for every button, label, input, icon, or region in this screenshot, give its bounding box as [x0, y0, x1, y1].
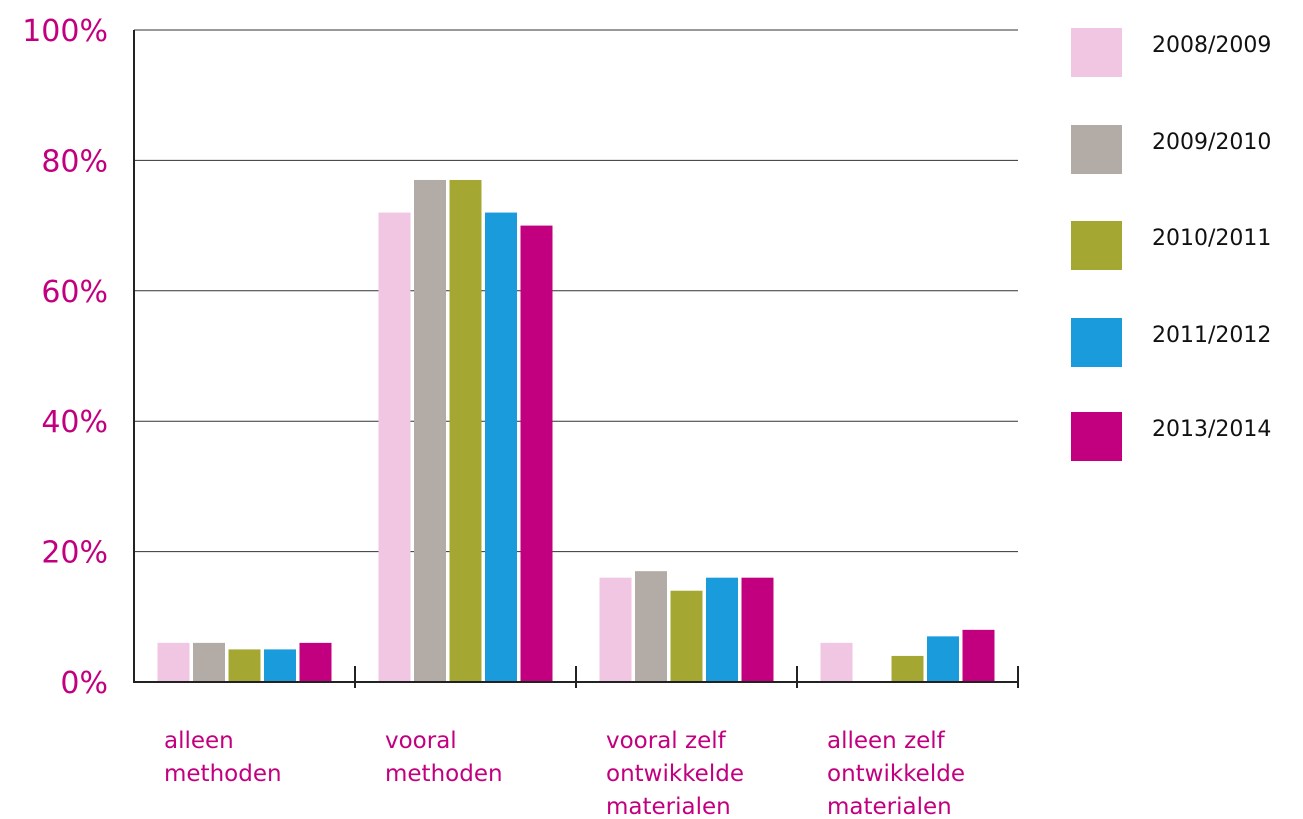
legend-swatch [1071, 412, 1122, 461]
bar [706, 577, 738, 682]
x-category-label: materialen [606, 794, 731, 819]
y-tick-label: 80% [41, 144, 108, 179]
legend-swatch [1071, 318, 1122, 367]
bar [891, 655, 924, 682]
bar [670, 590, 703, 682]
bar [449, 179, 482, 682]
bar [193, 642, 225, 682]
x-category-label: vooral [385, 728, 457, 754]
legend: 2008/2009 2009/2010 2010/2011 2011/2012 2013… [1071, 28, 1271, 461]
bar [962, 629, 995, 682]
bars [157, 179, 995, 682]
gridlines [134, 29, 1018, 553]
bar [264, 649, 296, 682]
x-category-label: ontwikkelde [606, 761, 744, 787]
x-category-label: methoden [385, 761, 503, 787]
bar [414, 179, 446, 682]
category-labels: alleen methoden vooral methoden vooral zelf o… [164, 728, 965, 819]
x-category-label: methoden [164, 761, 282, 787]
bar [741, 577, 774, 682]
legend-swatch [1071, 28, 1122, 77]
bar [378, 212, 411, 682]
y-tick-label: 60% [41, 275, 108, 310]
bar [485, 212, 517, 682]
x-category-label: materialen [827, 794, 952, 819]
bar [599, 577, 632, 682]
x-category-label: ontwikkelde [827, 761, 965, 787]
x-category-label: vooral zelf [606, 728, 727, 754]
legend-swatch [1071, 125, 1122, 174]
legend-label: 2010/2011 [1152, 226, 1271, 251]
bar [635, 571, 667, 682]
legend-label: 2011/2012 [1152, 323, 1271, 348]
y-tick-labels: 0% 20% 40% 60% 80% 100% [22, 14, 108, 701]
bar [820, 642, 853, 682]
y-tick-label: 40% [41, 405, 108, 440]
legend-label: 2013/2014 [1152, 417, 1271, 442]
y-tick-label: 0% [60, 666, 108, 701]
y-tick-label: 20% [41, 536, 108, 571]
legend-label: 2008/2009 [1152, 33, 1271, 58]
y-tick-label: 100% [22, 14, 108, 49]
bar [228, 649, 261, 682]
x-category-label: alleen [164, 728, 234, 754]
bar [299, 642, 332, 682]
x-category-label: alleen zelf [827, 728, 946, 754]
bar [927, 636, 959, 682]
axes [133, 30, 1019, 688]
legend-swatch [1071, 221, 1122, 270]
legend-label: 2009/2010 [1152, 130, 1271, 155]
bar [157, 642, 190, 682]
bar [520, 225, 553, 682]
